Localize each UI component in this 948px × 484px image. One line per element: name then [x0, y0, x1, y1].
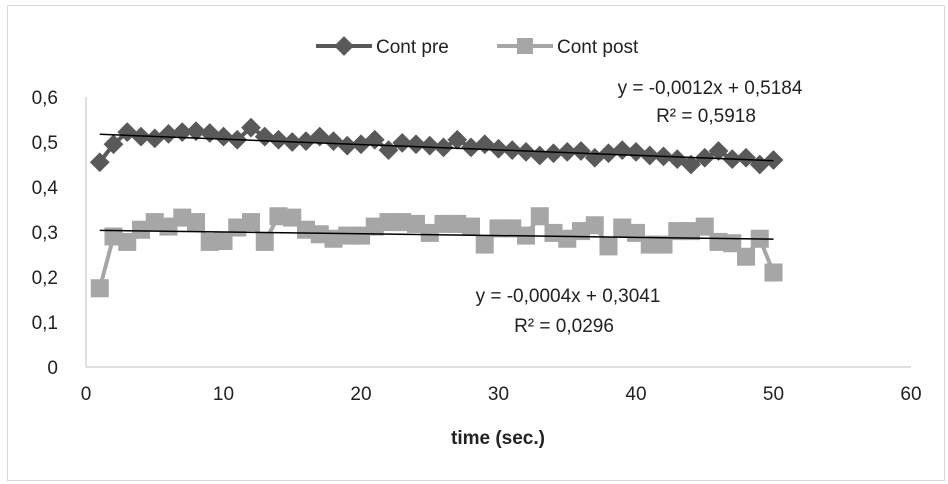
data-point-cont-post — [283, 208, 302, 227]
data-point-cont-pre — [392, 133, 413, 153]
data-point-cont-post — [475, 235, 494, 254]
y-tick-label: 0 — [47, 358, 58, 379]
data-point-cont-post — [187, 213, 205, 232]
data-point-cont-pre — [337, 135, 358, 156]
data-point-cont-post — [462, 217, 480, 236]
data-point-cont-post — [640, 235, 659, 254]
data-point-cont-pre — [406, 134, 426, 155]
data-point-cont-post — [310, 225, 329, 244]
data-point-cont-pre — [158, 124, 179, 144]
data-point-cont-post — [489, 219, 508, 238]
x-tick-label: 0 — [81, 384, 92, 405]
data-point-cont-post — [695, 217, 714, 236]
data-point-cont-post — [407, 214, 425, 233]
data-point-cont-post — [118, 232, 137, 251]
y-tick-label: 0,6 — [32, 88, 58, 109]
trendline-cont-post — [99, 229, 774, 240]
data-point-cont-post — [145, 213, 164, 232]
data-point-cont-pre — [268, 129, 289, 150]
data-point-cont-pre — [213, 126, 234, 147]
data-point-cont-post — [297, 220, 315, 239]
data-point-cont-post — [613, 218, 632, 237]
data-point-cont-post — [324, 229, 343, 248]
data-point-cont-post — [338, 226, 357, 245]
data-point-cont-post — [242, 213, 260, 232]
trend-equation-cont-post: y = -0,0004x + 0,3041 — [476, 286, 661, 307]
data-point-cont-post — [558, 229, 577, 248]
data-point-cont-post — [90, 279, 109, 298]
y-tick-label: 0,3 — [32, 223, 58, 244]
x-axis-title: time (sec.) — [451, 428, 545, 449]
data-point-cont-post — [379, 213, 398, 232]
data-point-cont-post — [764, 263, 783, 282]
trendline-cont-pre — [99, 133, 774, 162]
data-point-cont-pre — [488, 138, 509, 159]
data-point-cont-post — [132, 220, 150, 239]
data-point-cont-post — [352, 226, 370, 245]
data-point-cont-post — [420, 223, 439, 242]
legend-label-cont-post: Cont post — [557, 37, 639, 58]
data-point-cont-post — [682, 222, 700, 241]
x-tick-label: 60 — [900, 384, 921, 405]
trendlines — [99, 133, 774, 240]
data-point-cont-post — [269, 207, 288, 226]
x-tick-label: 20 — [350, 384, 371, 405]
data-point-cont-pre — [461, 137, 481, 158]
data-point-cont-post — [393, 213, 412, 232]
data-point-cont-post — [503, 219, 522, 238]
legend-marker-cont-post — [517, 38, 533, 54]
data-point-cont-post — [599, 237, 618, 256]
data-point-cont-post — [365, 217, 384, 236]
data-point-cont-post — [530, 207, 549, 226]
y-tick-label: 0,2 — [32, 268, 58, 289]
y-tick-labels: 0 0,1 0,2 0,3 0,4 0,5 0,6 — [32, 88, 59, 379]
data-point-cont-post — [654, 235, 673, 254]
series-layer — [89, 117, 784, 298]
data-point-cont-pre — [186, 121, 206, 142]
data-point-cont-post — [572, 222, 590, 241]
data-point-cont-pre — [199, 123, 220, 143]
x-tick-label: 10 — [213, 384, 234, 405]
x-tick-label: 40 — [625, 384, 646, 405]
data-point-cont-pre — [626, 142, 646, 162]
data-point-cont-post — [737, 247, 755, 266]
data-point-cont-post — [173, 208, 192, 227]
data-point-cont-post — [255, 232, 274, 251]
y-tick-label: 0,4 — [32, 178, 59, 199]
x-tick-labels: 0 10 20 30 40 50 60 — [81, 384, 922, 405]
trend-r2-cont-post: R² = 0,0296 — [514, 316, 614, 337]
data-point-cont-post — [544, 223, 563, 242]
data-point-cont-post — [104, 227, 123, 246]
data-point-cont-post — [214, 232, 233, 250]
data-point-cont-pre — [241, 117, 261, 138]
trend-r2-cont-pre: R² = 0,5918 — [656, 106, 756, 127]
data-point-cont-post — [668, 222, 687, 241]
trend-equation-cont-pre: y = -0,0012x + 0,5184 — [618, 78, 803, 99]
y-tick-label: 0,5 — [32, 133, 58, 154]
x-tick-label: 30 — [488, 384, 509, 405]
legend-marker-cont-pre — [334, 36, 354, 56]
data-point-cont-post — [200, 232, 219, 251]
data-point-cont-pre — [89, 152, 110, 173]
x-tick-label: 50 — [763, 384, 784, 405]
data-point-cont-pre — [419, 135, 440, 156]
data-point-cont-post — [448, 214, 467, 233]
legend-label-cont-pre: Cont pre — [376, 37, 449, 58]
data-point-cont-post — [585, 216, 604, 235]
data-point-cont-post — [434, 214, 453, 233]
legend: Cont pre Cont post — [316, 36, 639, 58]
y-tick-label: 0,1 — [32, 313, 58, 334]
data-point-cont-pre — [103, 134, 124, 155]
data-point-cont-post — [709, 232, 728, 251]
data-point-cont-pre — [447, 129, 468, 150]
